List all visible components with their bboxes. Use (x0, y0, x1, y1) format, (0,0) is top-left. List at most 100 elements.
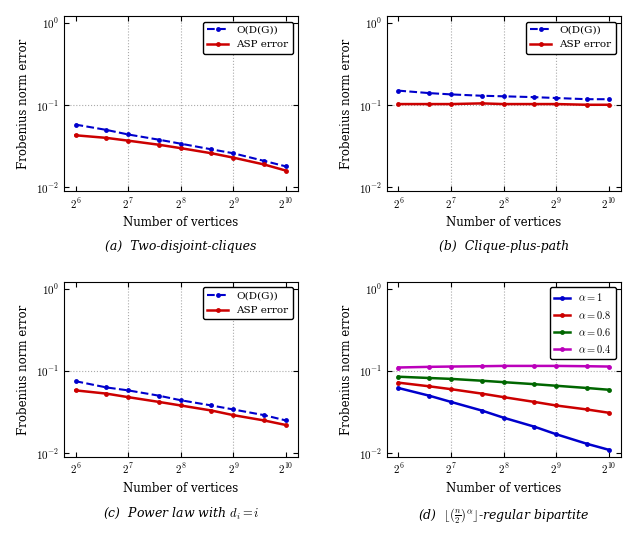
O(D(G)) (155, 392, 163, 399)
$\alpha = 1$ (426, 392, 433, 399)
O(D(G)) (72, 378, 79, 385)
Line: O(D(G)): O(D(G)) (73, 122, 289, 169)
ASP error (155, 399, 163, 405)
Line: O(D(G)): O(D(G)) (73, 379, 289, 423)
$\alpha = 1$ (605, 447, 612, 453)
O(D(G)) (177, 397, 184, 404)
$\alpha = 1$ (531, 423, 538, 430)
O(D(G)) (230, 406, 237, 413)
$\alpha = 0.6$ (478, 378, 486, 384)
$\alpha = 0.6$ (447, 375, 455, 382)
O(D(G)) (426, 90, 433, 96)
Line: $\alpha = 1$: $\alpha = 1$ (396, 386, 611, 452)
Text: (a)  Two-disjoint-cliques: (a) Two-disjoint-cliques (106, 240, 257, 253)
Line: ASP error: ASP error (396, 101, 611, 107)
Legend: O(D(G)), ASP error: O(D(G)), ASP error (203, 22, 292, 54)
ASP error (124, 138, 132, 144)
$\alpha = 0.6$ (531, 381, 538, 387)
Y-axis label: Frobenius norm error: Frobenius norm error (340, 305, 353, 435)
ASP error (155, 141, 163, 148)
O(D(G)) (207, 402, 215, 409)
O(D(G)) (282, 417, 290, 424)
O(D(G)) (124, 131, 132, 138)
ASP error (207, 150, 215, 157)
O(D(G)) (260, 158, 268, 164)
$\alpha = 0.4$ (605, 363, 612, 370)
$\alpha = 0.4$ (583, 363, 591, 369)
O(D(G)) (447, 91, 455, 98)
X-axis label: Number of vertices: Number of vertices (124, 482, 239, 495)
ASP error (102, 391, 110, 397)
$\alpha = 0.8$ (531, 399, 538, 405)
ASP error (394, 101, 402, 107)
Text: (d)  $\lfloor(\frac{n}{2})^{\alpha}\rfloor$-regular bipartite: (d) $\lfloor(\frac{n}{2})^{\alpha}\rfloo… (418, 506, 589, 526)
$\alpha = 1$ (394, 385, 402, 391)
$\alpha = 0.8$ (552, 402, 560, 409)
O(D(G)) (605, 96, 612, 102)
ASP error (282, 168, 290, 174)
$\alpha = 0.4$ (531, 363, 538, 369)
O(D(G)) (531, 94, 538, 101)
O(D(G)) (500, 93, 508, 100)
ASP error (72, 387, 79, 394)
ASP error (478, 100, 486, 107)
Line: ASP error: ASP error (73, 133, 289, 173)
$\alpha = 0.6$ (552, 382, 560, 389)
$\alpha = 0.8$ (500, 394, 508, 400)
$\alpha = 0.4$ (478, 363, 486, 369)
$\alpha = 0.4$ (552, 363, 560, 369)
$\alpha = 0.6$ (500, 379, 508, 385)
$\alpha = 1$ (552, 431, 560, 437)
O(D(G)) (102, 127, 110, 133)
O(D(G)) (207, 146, 215, 153)
Text: (c)  Power law with $d_i = i$: (c) Power law with $d_i = i$ (102, 506, 259, 521)
X-axis label: Number of vertices: Number of vertices (124, 217, 239, 229)
$\alpha = 0.4$ (394, 364, 402, 371)
$\alpha = 0.8$ (426, 383, 433, 390)
Legend: $\alpha = 1$, $\alpha = 0.8$, $\alpha = 0.6$, $\alpha = 0.4$: $\alpha = 1$, $\alpha = 0.8$, $\alpha = … (550, 287, 616, 359)
O(D(G)) (230, 150, 237, 157)
$\alpha = 0.6$ (394, 373, 402, 380)
ASP error (230, 412, 237, 418)
$\alpha = 0.8$ (447, 386, 455, 392)
ASP error (72, 132, 79, 139)
ASP error (230, 154, 237, 161)
O(D(G)) (394, 88, 402, 94)
Legend: O(D(G)), ASP error: O(D(G)), ASP error (203, 287, 292, 319)
ASP error (447, 101, 455, 107)
$\alpha = 1$ (447, 399, 455, 405)
$\alpha = 0.8$ (583, 406, 591, 413)
$\alpha = 1$ (478, 407, 486, 414)
ASP error (500, 101, 508, 107)
O(D(G)) (72, 121, 79, 128)
Line: ASP error: ASP error (73, 388, 289, 428)
Line: O(D(G)): O(D(G)) (396, 88, 611, 102)
ASP error (207, 407, 215, 414)
ASP error (605, 102, 612, 108)
Text: (b)  Clique-plus-path: (b) Clique-plus-path (439, 240, 569, 253)
ASP error (583, 102, 591, 108)
ASP error (102, 134, 110, 141)
O(D(G)) (177, 140, 184, 147)
O(D(G)) (155, 137, 163, 143)
Y-axis label: Frobenius norm error: Frobenius norm error (17, 305, 31, 435)
Line: $\alpha = 0.6$: $\alpha = 0.6$ (396, 374, 611, 392)
O(D(G)) (102, 384, 110, 391)
Legend: O(D(G)), ASP error: O(D(G)), ASP error (526, 22, 616, 54)
ASP error (531, 101, 538, 107)
$\alpha = 0.4$ (447, 363, 455, 370)
Line: $\alpha = 0.8$: $\alpha = 0.8$ (396, 380, 611, 415)
O(D(G)) (260, 412, 268, 418)
$\alpha = 0.8$ (605, 410, 612, 416)
O(D(G)) (282, 163, 290, 170)
O(D(G)) (583, 96, 591, 102)
$\alpha = 0.8$ (394, 379, 402, 386)
$\alpha = 0.6$ (426, 375, 433, 381)
ASP error (260, 161, 268, 168)
$\alpha = 1$ (500, 415, 508, 421)
O(D(G)) (552, 95, 560, 101)
Y-axis label: Frobenius norm error: Frobenius norm error (17, 39, 31, 169)
$\alpha = 0.6$ (605, 386, 612, 393)
ASP error (177, 145, 184, 151)
ASP error (260, 417, 268, 424)
